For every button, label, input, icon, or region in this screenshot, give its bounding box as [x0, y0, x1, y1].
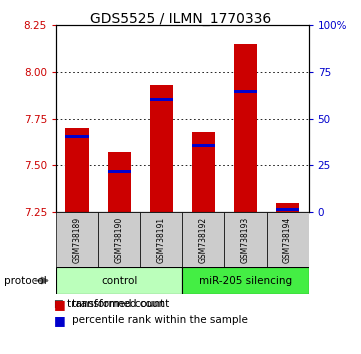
Bar — [150, 98, 173, 101]
Bar — [140, 212, 182, 267]
Text: GSM738194: GSM738194 — [283, 217, 292, 263]
Text: ■: ■ — [54, 298, 66, 311]
Text: GDS5525 / ILMN_1770336: GDS5525 / ILMN_1770336 — [90, 12, 271, 27]
Text: ■ transformed count: ■ transformed count — [54, 299, 164, 309]
Text: percentile rank within the sample: percentile rank within the sample — [72, 315, 248, 325]
Bar — [234, 90, 257, 93]
Text: GSM738193: GSM738193 — [241, 217, 250, 263]
Bar — [192, 132, 215, 212]
Bar — [182, 212, 225, 267]
Text: ■: ■ — [54, 314, 66, 327]
Text: protocol: protocol — [4, 275, 46, 286]
Text: control: control — [101, 275, 137, 286]
Bar — [108, 170, 131, 173]
Text: GSM738191: GSM738191 — [157, 217, 166, 263]
Bar — [276, 203, 299, 212]
Bar — [108, 152, 131, 212]
Bar — [56, 212, 98, 267]
Bar — [225, 212, 266, 267]
Text: GSM738190: GSM738190 — [115, 217, 123, 263]
Bar — [182, 267, 309, 294]
Bar — [276, 208, 299, 211]
Bar — [234, 44, 257, 212]
Text: miR-205 silencing: miR-205 silencing — [199, 275, 292, 286]
Bar — [98, 212, 140, 267]
Text: GSM738189: GSM738189 — [73, 217, 82, 263]
Text: GSM738192: GSM738192 — [199, 217, 208, 263]
Text: transformed count: transformed count — [72, 299, 169, 309]
Bar — [56, 267, 182, 294]
Bar — [192, 144, 215, 147]
Bar — [65, 128, 88, 212]
Bar — [266, 212, 309, 267]
Bar — [65, 135, 88, 138]
Bar — [150, 85, 173, 212]
